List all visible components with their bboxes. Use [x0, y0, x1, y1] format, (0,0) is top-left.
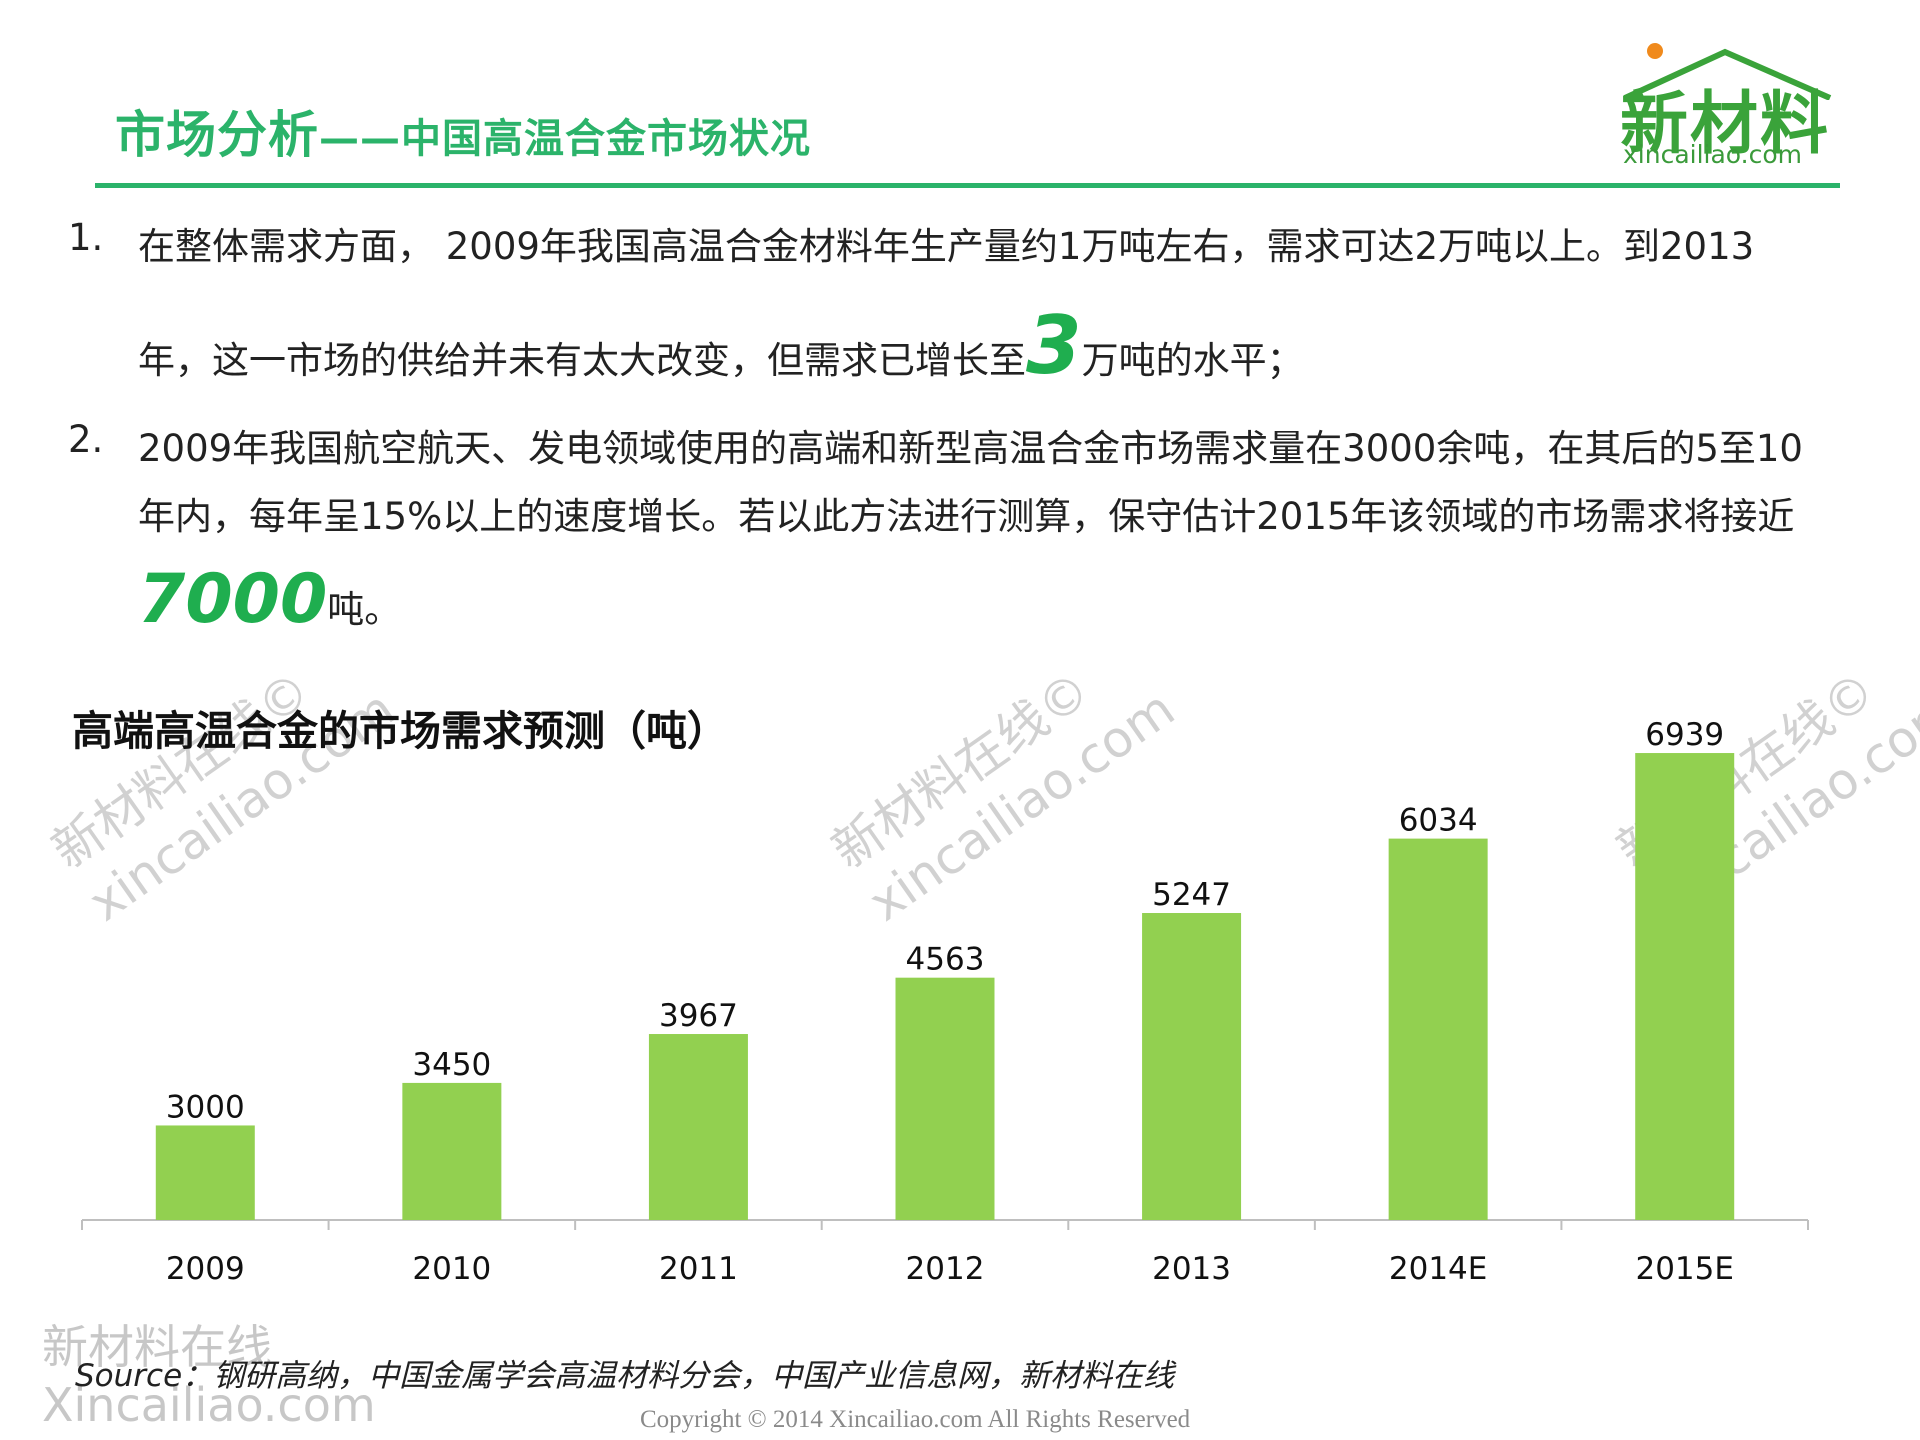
logo-text: 新材料 [1620, 85, 1831, 164]
bar-2009 [155, 1125, 255, 1220]
data-label-2009: 3000 [166, 1089, 245, 1125]
x-tick-label-2012: 2012 [906, 1251, 985, 1287]
page-title-sub: ——中国高温合金市场状况 [319, 116, 811, 162]
bar-2010 [402, 1082, 502, 1220]
x-tick-label-2010: 2010 [412, 1251, 491, 1287]
paragraph-2-highlight: 7000 [138, 560, 328, 639]
bar-2015E [1635, 753, 1735, 1220]
paragraph-1-text-1: 在整体需求方面， 2009年我国高温合金材料年生产量约1万吨左右，需求可达2万吨… [138, 225, 1755, 268]
paragraph-1-text-2b: 万吨的水平； [1081, 339, 1304, 382]
bar-2011 [648, 1034, 748, 1220]
house-roof-icon [1623, 43, 1832, 100]
paragraph-1-number: 1. [68, 216, 104, 259]
paragraph-1-highlight: 3 [1026, 299, 1082, 392]
x-tick-label-2014E: 2014E [1389, 1251, 1487, 1287]
x-tick-label-2011: 2011 [659, 1251, 738, 1287]
data-label-2014E: 6034 [1399, 803, 1478, 839]
paragraph-2-text-2: 年内，每年呈15%以上的速度增长。若以此方法进行测算，保守估计2015年该领域的… [138, 495, 1795, 538]
chart-title: 高端高温合金的市场需求预测（吨） [72, 707, 728, 755]
x-tick-label-2013: 2013 [1152, 1251, 1231, 1287]
paragraph-2-number: 2. [68, 418, 104, 461]
data-label-2010: 3450 [412, 1047, 491, 1083]
paragraph-2-line-2: 年内，每年呈15%以上的速度增长。若以此方法进行测算，保守估计2015年该领域的… [138, 486, 1794, 540]
watermark-corner: 新材料在线 Xincailiao.com [42, 1318, 376, 1434]
brand-logo[interactable]: 新材料 xincailiao.com [1605, 40, 1845, 170]
paragraph-2-line-3: 7000吨。 [138, 560, 401, 639]
logo-url: xincailiao.com [1623, 140, 1803, 169]
bar-2013 [1142, 913, 1242, 1220]
paragraph-2-text-3: 吨。 [327, 588, 402, 631]
paragraph-1-line-2: 年，这一市场的供给并未有太大改变，但需求已增长至3万吨的水平； [138, 306, 1304, 386]
x-tick-label-2009: 2009 [166, 1251, 245, 1287]
bar-2012 [895, 977, 995, 1220]
data-label-2012: 4563 [906, 942, 985, 978]
data-label-2013: 5247 [1152, 877, 1231, 913]
data-label-2015E: 6939 [1645, 717, 1724, 753]
page-title: 市场分析——中国高温合金市场状况 [115, 95, 811, 167]
watermark-corner-line-1: 新材料在线 [42, 1320, 272, 1374]
header-divider [95, 183, 1840, 188]
x-tick-label-2015E: 2015E [1635, 1251, 1733, 1287]
bar-2014E [1388, 838, 1488, 1220]
source-note: Source：钢研高纳，中国金属学会高温材料分会，中国产业信息网，新材料在线 [75, 1358, 1175, 1394]
paragraph-2-line-1: 2. 2009年我国航空航天、发电领域使用的高端和新型高温合金市场需求量在300… [68, 418, 1803, 472]
page-title-main: 市场分析 [115, 106, 319, 164]
data-label-2011: 3967 [659, 998, 738, 1034]
watermark-corner-line-2: Xincailiao.com [42, 1378, 376, 1432]
paragraph-1-text-2a: 年，这一市场的供给并未有太大改变，但需求已增长至 [138, 339, 1026, 382]
paragraph-1-line-1: 1. 在整体需求方面， 2009年我国高温合金材料年生产量约1万吨左右，需求可达… [68, 216, 1755, 270]
paragraph-2-text-1: 2009年我国航空航天、发电领域使用的高端和新型高温合金市场需求量在3000余吨… [138, 427, 1803, 470]
copyright-notice: Copyright © 2014 Xincailiao.com All Righ… [640, 1406, 1191, 1433]
